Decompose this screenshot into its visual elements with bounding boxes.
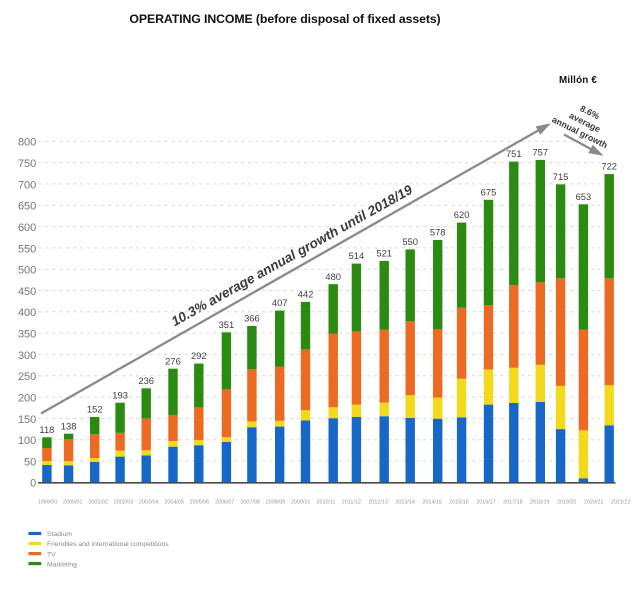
svg-text:675: 675 [481,186,497,197]
svg-text:2006/07: 2006/07 [215,500,235,506]
svg-text:400: 400 [18,307,36,319]
svg-text:138: 138 [61,420,77,431]
svg-text:351: 351 [219,319,235,330]
svg-text:600: 600 [18,222,36,234]
svg-text:2000/01: 2000/01 [63,500,83,506]
svg-text:722: 722 [601,161,617,172]
svg-text:150: 150 [18,414,36,426]
svg-text:750: 750 [18,158,36,170]
svg-text:292: 292 [191,350,207,361]
svg-text:2016/17: 2016/17 [476,500,496,506]
svg-text:800: 800 [18,137,36,149]
svg-text:2015/16: 2015/16 [449,500,469,506]
svg-text:2018/19: 2018/19 [530,500,550,506]
svg-text:2007/08: 2007/08 [240,500,260,506]
svg-text:236: 236 [138,375,154,386]
svg-text:300: 300 [18,350,36,362]
svg-text:2017/18: 2017/18 [503,500,523,506]
svg-text:193: 193 [112,389,128,400]
svg-text:152: 152 [87,404,103,415]
svg-text:2005/06: 2005/06 [190,500,210,506]
svg-text:2009/10: 2009/10 [291,500,311,506]
svg-text:2008/09: 2008/09 [266,500,286,506]
svg-text:100: 100 [18,435,36,447]
svg-text:2004/05: 2004/05 [164,500,184,506]
svg-text:2019/20: 2019/20 [557,500,577,506]
svg-text:2020/21: 2020/21 [584,500,604,506]
svg-text:550: 550 [402,236,418,247]
svg-text:350: 350 [18,329,36,341]
svg-text:0: 0 [30,478,36,490]
svg-text:118: 118 [39,424,54,435]
svg-text:500: 500 [18,265,36,277]
svg-text:2002/03: 2002/03 [114,500,134,506]
svg-text:407: 407 [272,297,288,308]
svg-text:2003/04: 2003/04 [139,500,159,506]
svg-text:2014/15: 2014/15 [422,500,442,506]
svg-text:Marketing: Marketing [47,561,77,568]
svg-text:480: 480 [325,271,341,282]
svg-text:757: 757 [532,147,548,158]
svg-text:2001/02: 2001/02 [88,500,108,506]
svg-text:2012/13: 2012/13 [368,500,388,506]
svg-text:Stadium: Stadium [47,531,72,538]
svg-text:700: 700 [18,179,36,191]
svg-text:650: 650 [18,201,36,213]
svg-text:442: 442 [298,289,314,300]
svg-text:514: 514 [349,250,365,261]
svg-text:578: 578 [430,227,446,238]
svg-text:2011/12: 2011/12 [342,500,361,506]
svg-text:50: 50 [24,456,36,468]
svg-text:TV: TV [47,551,56,558]
svg-text:200: 200 [18,393,36,405]
svg-text:715: 715 [553,171,569,182]
svg-text:276: 276 [165,355,181,366]
svg-text:366: 366 [244,313,260,324]
svg-text:550: 550 [18,243,36,255]
svg-text:2010/11: 2010/11 [316,500,335,506]
svg-text:1999/00: 1999/00 [38,500,58,506]
svg-text:620: 620 [454,209,470,220]
svg-text:653: 653 [576,191,592,202]
svg-text:521: 521 [376,248,392,259]
svg-text:450: 450 [18,286,36,298]
svg-text:2013/14: 2013/14 [395,500,415,506]
svg-text:250: 250 [18,371,36,383]
svg-text:2021/22: 2021/22 [611,500,631,506]
svg-text:751: 751 [506,148,522,159]
svg-text:Friendlies and international c: Friendlies and international competition… [47,541,169,548]
